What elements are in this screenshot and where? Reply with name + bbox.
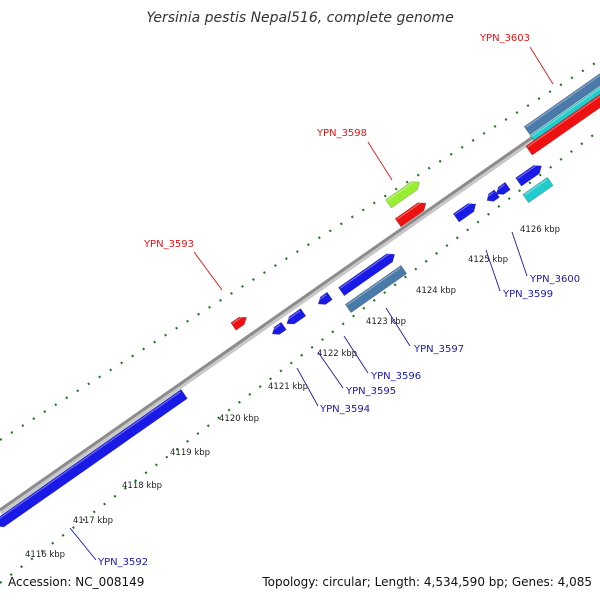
scale-tick-label: 4123 kbp (366, 317, 406, 327)
gene-ypn-3603c (525, 88, 600, 156)
scale-tick-label: 4126 kbp (520, 225, 560, 235)
gene-ypn-3598b (394, 201, 427, 228)
gene-ypn-3598 (385, 179, 420, 209)
gene-ypn-3603a (523, 68, 600, 136)
gene-ypn-3599 (452, 201, 477, 223)
gene-ypn-3593 (230, 315, 247, 331)
gene-ypn-3600 (515, 163, 542, 187)
gene-labels: YPN_3593 YPN_3598 YPN_3603 YPN_3592 YPN_3594… (69, 33, 580, 568)
scale-tick-label: 4119 kbp (170, 448, 210, 458)
gene-label: YPN_3598 (316, 128, 367, 139)
gene-label: YPN_3596 (370, 371, 421, 382)
gene-features (0, 68, 600, 528)
gene-ypn-3594 (271, 321, 287, 335)
gene-label: YPN_3600 (529, 274, 580, 285)
scale-tick-label: 4116 kbp (25, 550, 65, 560)
genome-backbone (0, 88, 600, 512)
scale-tick-label: 4120 kbp (219, 414, 259, 424)
label-leader-line (485, 249, 501, 292)
gene-ypn-3597 (338, 252, 396, 297)
gene-label: YPN_3595 (345, 386, 396, 397)
label-leader-line (511, 231, 528, 277)
outer-scale-ring (0, 59, 600, 441)
gene-label: YPN_3592 (97, 557, 148, 568)
scale-tick-label: 4124 kbp (416, 286, 456, 296)
genome-backbone-shadow (0, 89, 600, 515)
gene-label: YPN_3593 (143, 239, 194, 250)
label-leader-line (193, 251, 223, 291)
gene-ypn-3599c (495, 181, 511, 195)
accession-text: Accession: NC_008149 (8, 575, 144, 589)
scale-ticks: 4116 kbp 4117 kbp 4118 kbp 4119 kbp 4120 kbp… (25, 225, 560, 560)
label-leader-line (296, 367, 319, 407)
scale-tick-label: 4125 kbp (468, 255, 508, 265)
label-leader-line (317, 351, 344, 389)
gene-ypn-3595 (285, 308, 307, 325)
gene-label: YPN_3594 (319, 404, 370, 415)
gene-ypn-3596 (317, 291, 333, 305)
scale-tick-label: 4118 kbp (122, 481, 162, 491)
label-leader-line (385, 307, 411, 347)
label-leader-line (529, 46, 554, 85)
label-leader-line (69, 527, 97, 561)
gene-ypn-3599b (485, 189, 500, 202)
label-leader-line (367, 141, 393, 181)
gene-ypn-3600b (522, 176, 554, 204)
scale-tick-label: 4122 kbp (317, 349, 357, 359)
gene-ypn-3597b (344, 264, 408, 314)
gene-label: YPN_3599 (502, 289, 553, 300)
genome-stats-text: Topology: circular; Length: 4,534,590 bp… (261, 575, 592, 589)
label-leader-line (343, 335, 369, 374)
gene-label: YPN_3597 (413, 344, 464, 355)
gene-label: YPN_3603 (479, 33, 530, 44)
scale-tick-label: 4121 kbp (268, 382, 308, 392)
map-title: Yersinia pestis Nepal516, complete genom… (146, 10, 453, 26)
scale-tick-label: 4117 kbp (73, 516, 113, 526)
gene-ypn-3592 (0, 389, 188, 528)
